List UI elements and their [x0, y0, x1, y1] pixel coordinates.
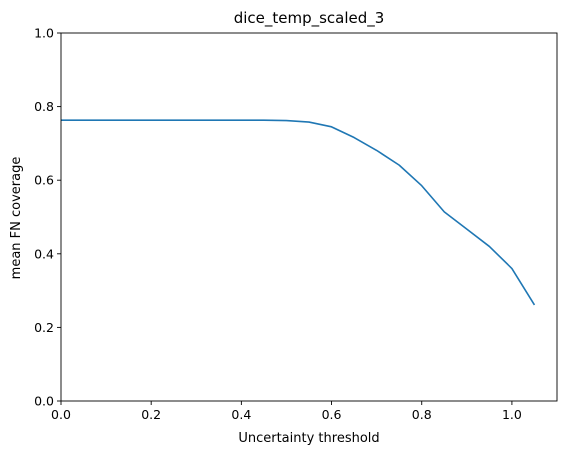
x-axis-title: Uncertainty threshold: [238, 431, 379, 446]
y-tick-label: 0.0: [34, 394, 54, 409]
x-tick-label: 0.6: [322, 407, 342, 422]
x-tick-label: 0.0: [51, 407, 71, 422]
y-tick-label: 1.0: [34, 26, 54, 41]
series-line: [61, 119, 536, 306]
plot-area: 0.0 0.2 0.4 0.6 0.8 1.0 0.0 0.2 0.4 0.6 0.8 1.0: [34, 26, 558, 422]
x-tick-label: 1.0: [502, 407, 522, 422]
y-tick-label: 0.4: [34, 246, 54, 261]
x-tick-label: 0.8: [412, 407, 432, 422]
y-tick-label: 0.6: [34, 173, 54, 188]
x-tick-label: 0.2: [141, 407, 161, 422]
y-tick-label: 0.2: [34, 320, 54, 335]
x-tick-label: 0.4: [231, 407, 251, 422]
chart-title: dice_temp_scaled_3: [234, 9, 385, 28]
y-tick-label: 0.8: [34, 99, 54, 114]
plot-frame: [60, 32, 558, 402]
y-axis-title: mean FN coverage: [9, 157, 24, 280]
